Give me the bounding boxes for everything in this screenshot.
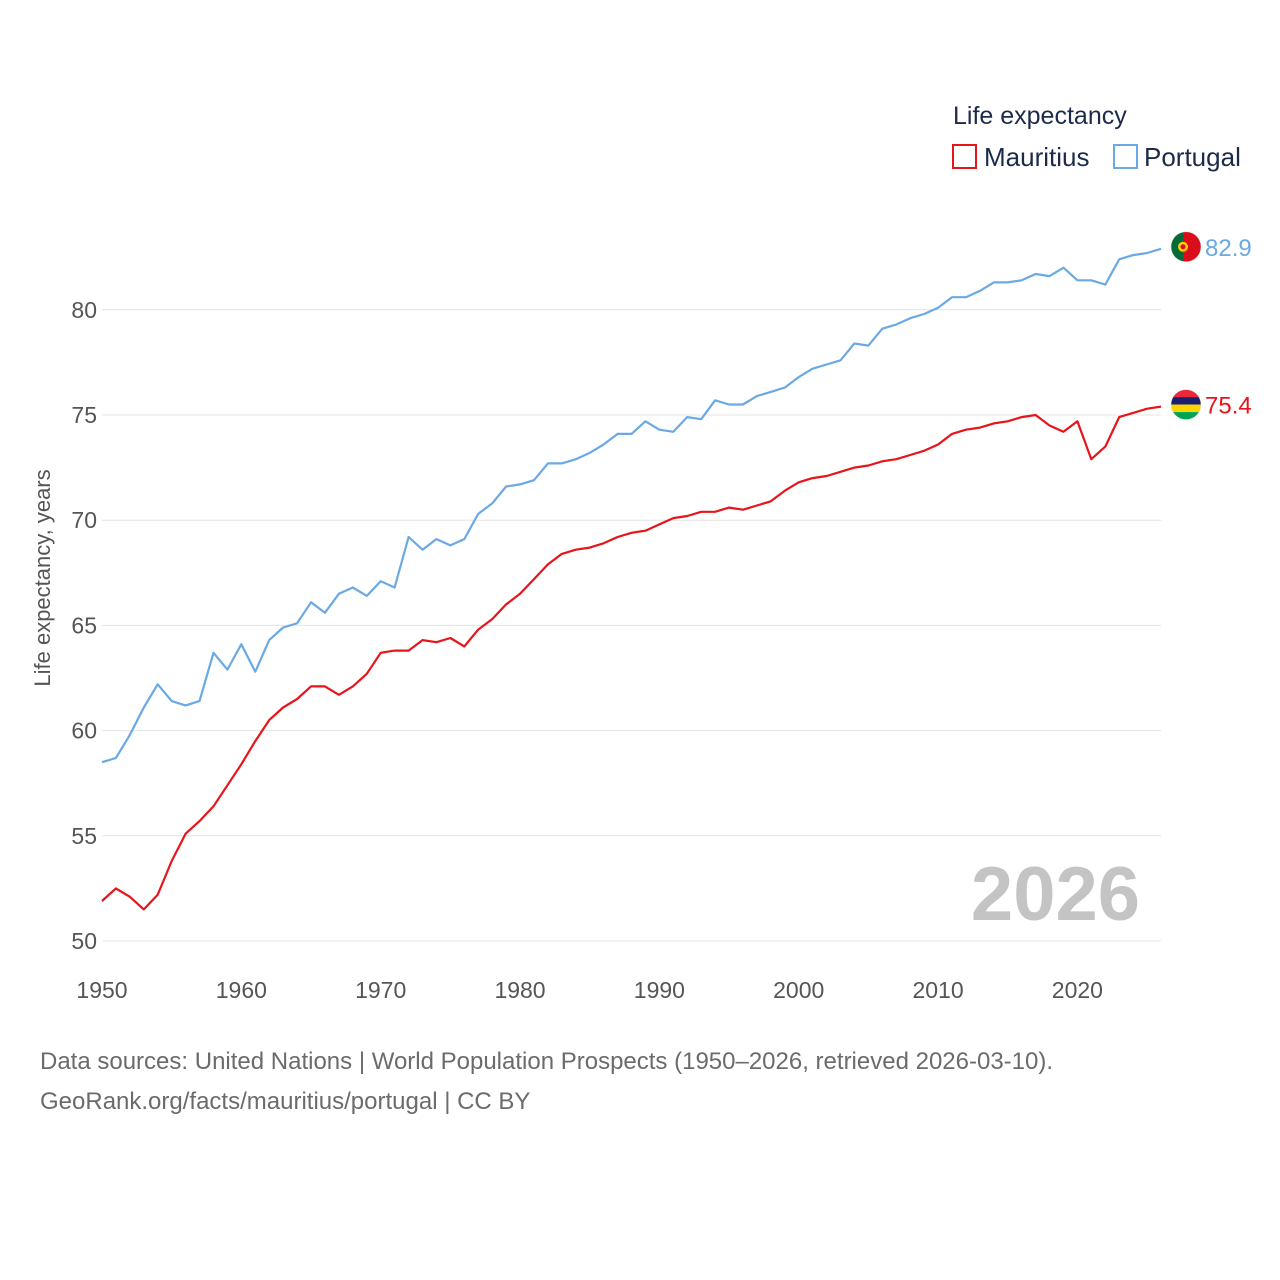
series-lines <box>101 247 1162 911</box>
series-line-portugal <box>101 247 1162 764</box>
legend-title: Life expectancy <box>953 102 1127 130</box>
year-watermark: 2026 <box>971 852 1140 937</box>
series-line-mauritius <box>101 405 1162 911</box>
y-axis-title: Life expectancy, years <box>30 469 55 686</box>
x-tick-label: 1950 <box>76 977 127 1003</box>
legend-item-mauritius[interactable]: Mauritius <box>952 142 1089 172</box>
mauritius-flag-icon <box>1170 389 1202 420</box>
y-tick-label: 70 <box>71 507 97 533</box>
gridlines <box>102 309 1161 942</box>
end-label-portugal: 82.9 <box>1205 235 1252 262</box>
y-tick-label: 80 <box>71 297 97 323</box>
x-tick-label: 1970 <box>355 977 406 1003</box>
legend-swatch-portugal <box>1113 144 1138 169</box>
x-tick-label: 2010 <box>912 977 963 1003</box>
legend-swatch-mauritius <box>952 144 977 169</box>
y-tick-label: 65 <box>71 612 97 638</box>
y-tick-label: 75 <box>71 402 97 428</box>
y-tick-label: 60 <box>71 718 97 744</box>
end-markers: 82.9 75.4 <box>1170 231 1252 420</box>
legend-label-portugal: Portugal <box>1144 142 1241 172</box>
y-axis-ticks: 50 55 60 65 70 75 80 <box>71 297 97 954</box>
y-tick-label: 50 <box>71 928 97 954</box>
x-tick-label: 2000 <box>773 977 824 1003</box>
y-tick-label: 55 <box>71 823 97 849</box>
legend-label-mauritius: Mauritius <box>984 142 1089 172</box>
attribution-text: GeoRank.org/facts/mauritius/portugal | C… <box>40 1088 531 1115</box>
legend-item-portugal[interactable]: Portugal <box>1113 142 1241 172</box>
x-tick-label: 1960 <box>216 977 267 1003</box>
end-label-mauritius: 75.4 <box>1205 393 1252 420</box>
x-tick-label: 1980 <box>494 977 545 1003</box>
x-tick-label: 2020 <box>1052 977 1103 1003</box>
line-chart: 50 55 60 65 70 75 80 1950 1960 1970 1980 1990 2000 2… <box>30 102 1252 1003</box>
legend: Life expectancy Mauritius Portugal <box>952 102 1241 172</box>
footer: Data sources: United Nations | World Pop… <box>40 1042 1053 1122</box>
x-axis-ticks: 1950 1960 1970 1980 1990 2000 2010 2020 <box>76 977 1103 1003</box>
data-sources-text: Data sources: United Nations | World Pop… <box>40 1048 1054 1075</box>
x-tick-label: 1990 <box>634 977 685 1003</box>
portugal-flag-icon <box>1170 231 1202 263</box>
